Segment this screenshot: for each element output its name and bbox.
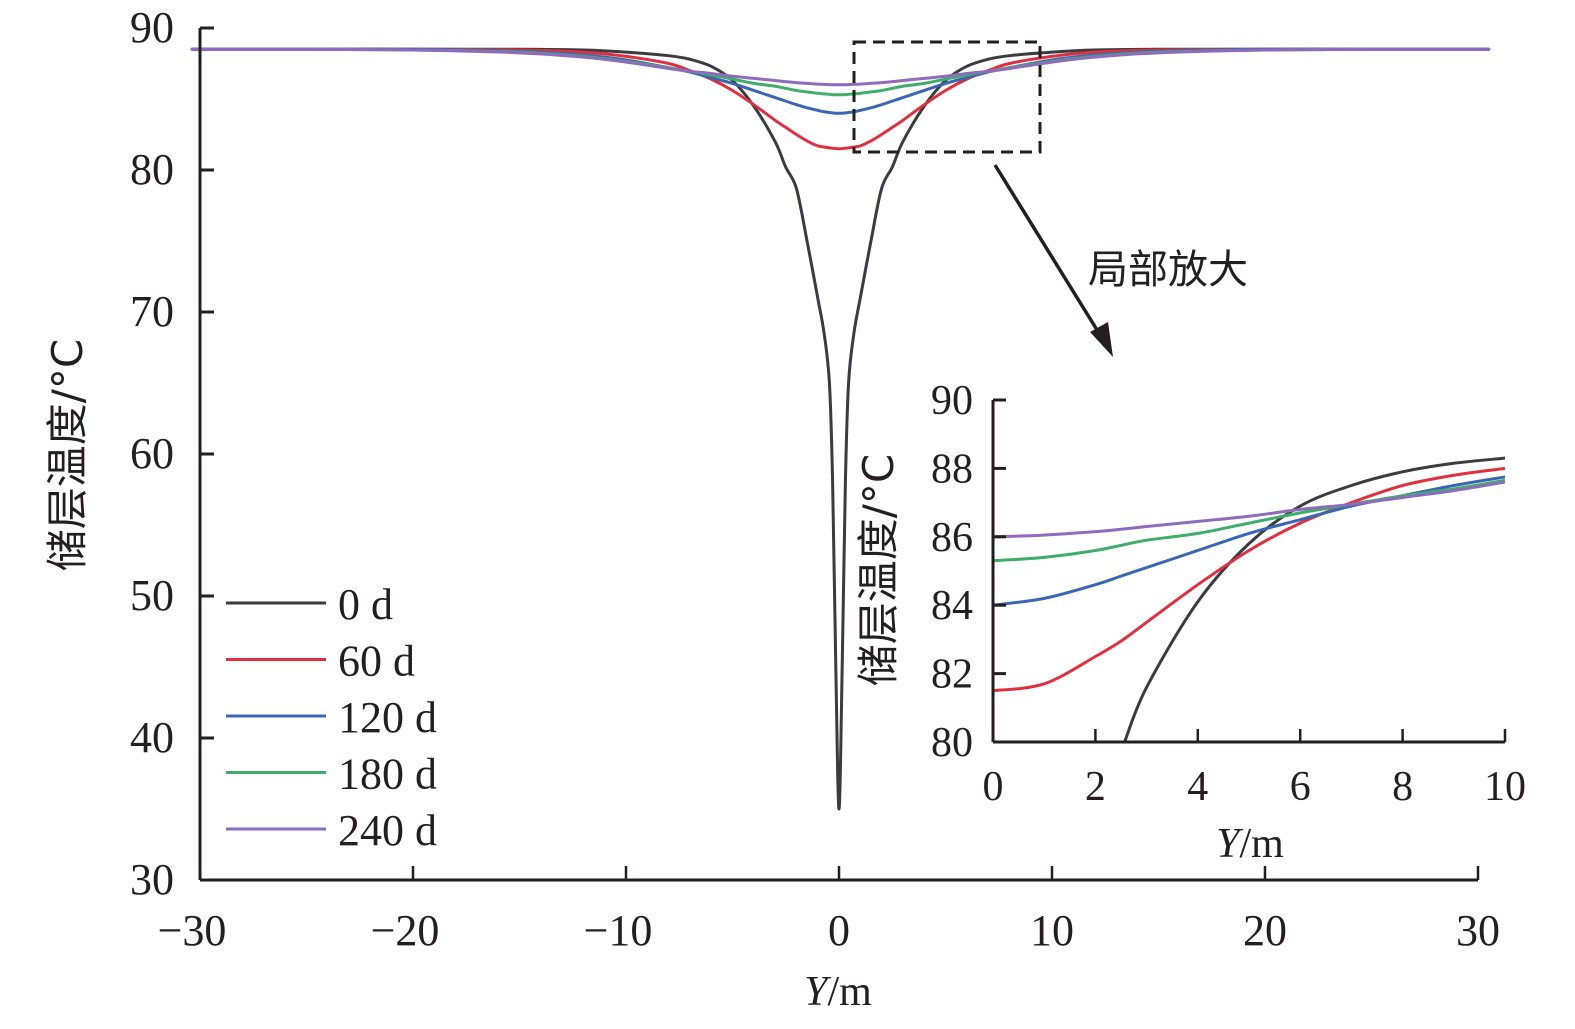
inset-plot-axes: 80 82 84 86 88 90 0 2 4 6 8 10 Y/m 储层温度/°C <box>854 378 1526 867</box>
y-tick-label: 30 <box>130 855 174 904</box>
annotation-zoom-label: 局部放大 <box>1088 247 1248 293</box>
y-tick-label: 50 <box>130 571 174 620</box>
inset-x-axis-title: Y/m <box>1216 821 1284 867</box>
x-tick-label: −30 <box>158 906 227 955</box>
x-axis-title-unit: /m <box>828 969 873 1015</box>
series-line-60-d <box>190 47 1491 151</box>
x-tick-label: 10 <box>1030 906 1074 955</box>
inset-y-tick-label: 80 <box>931 720 973 766</box>
inset-x-tick-label: 2 <box>1085 764 1106 810</box>
y-tick-label: 70 <box>130 287 174 336</box>
y-axis-title: 储层温度/°C <box>43 339 92 571</box>
legend-label: 180 d <box>338 750 437 799</box>
x-axis-title-var: Y <box>804 969 832 1015</box>
inset-y-tick-label: 90 <box>931 378 973 424</box>
x-tick-label: 0 <box>828 906 850 955</box>
inset-x-tick-label: 0 <box>983 764 1004 810</box>
inset-x-axis-title-unit: /m <box>1240 821 1285 867</box>
inset-plot-series <box>992 456 1506 743</box>
inset-x-tick-label: 10 <box>1484 764 1526 810</box>
zoom-region-box <box>852 40 1042 154</box>
legend-label: 240 d <box>338 806 437 855</box>
y-tick-label: 60 <box>130 429 174 478</box>
inset-series-line-180-d <box>992 478 1506 563</box>
inset-y-axis-title: 储层温度/°C <box>854 454 903 686</box>
inset-y-tick-label: 82 <box>931 652 973 698</box>
inset-x-tick-label: 4 <box>1187 764 1208 810</box>
x-tick-label: 30 <box>1456 906 1500 955</box>
series-line-180-d <box>190 47 1491 97</box>
legend: 0 d 60 d 120 d 180 d 240 d <box>226 580 437 855</box>
inset-series-line-0-d <box>1123 456 1506 743</box>
x-tick-label: 20 <box>1243 906 1287 955</box>
y-tick-label: 40 <box>130 713 174 762</box>
series-line-120-d <box>190 47 1491 115</box>
x-tick-label: −10 <box>584 906 653 955</box>
inset-x-axis-title-var: Y <box>1216 821 1244 867</box>
inset-series-line-120-d <box>992 475 1506 607</box>
legend-label: 60 d <box>338 637 415 686</box>
x-tick-label: −20 <box>371 906 440 955</box>
inset-series-line-60-d <box>992 466 1506 693</box>
inset-x-tick-label: 8 <box>1392 764 1413 810</box>
zoom-arrow-icon <box>993 164 1113 357</box>
inset-y-tick-label: 88 <box>931 446 973 492</box>
series-line-0-d <box>190 47 1491 811</box>
legend-label: 0 d <box>338 580 393 629</box>
legend-label: 120 d <box>338 693 437 742</box>
inset-series-line-240-d <box>992 480 1506 539</box>
inset-x-tick-label: 6 <box>1290 764 1311 810</box>
inset-y-tick-label: 84 <box>931 583 973 629</box>
x-axis-title: Y/m <box>804 969 872 1015</box>
inset-y-tick-label: 86 <box>931 515 973 561</box>
series-line-240-d <box>190 47 1491 87</box>
y-tick-label: 80 <box>130 145 174 194</box>
y-tick-label: 90 <box>130 3 174 52</box>
main-plot-series <box>190 47 1491 811</box>
